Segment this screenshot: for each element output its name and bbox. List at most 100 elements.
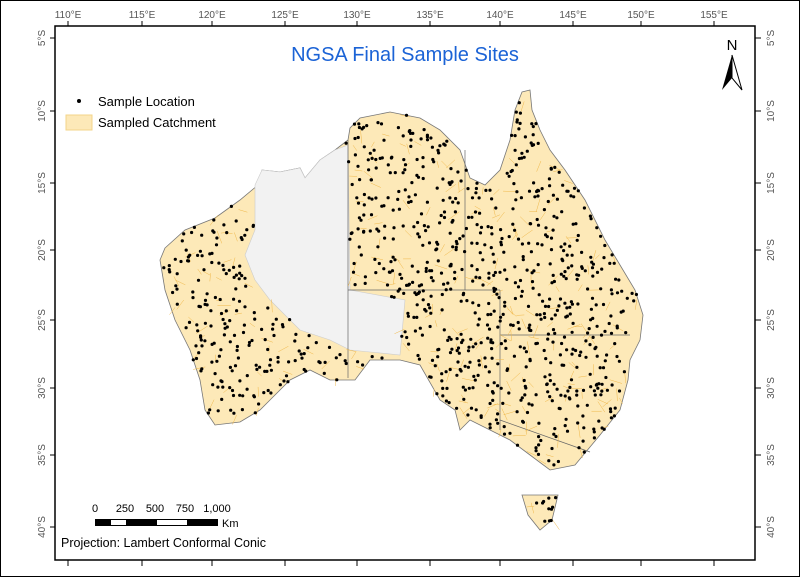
sample-location <box>497 296 501 300</box>
catchment-boundary <box>493 189 500 195</box>
sample-location <box>352 261 356 266</box>
sample-location <box>229 204 233 208</box>
sample-location <box>598 366 602 370</box>
sample-location <box>426 303 431 307</box>
sample-location <box>553 165 557 169</box>
sample-location <box>393 171 397 175</box>
catchment-boundary <box>540 212 546 220</box>
sample-location <box>162 266 166 270</box>
sample-location <box>490 347 494 351</box>
catchment-boundary <box>525 425 538 432</box>
sample-location <box>441 386 445 390</box>
lat-tick-label: 20°S <box>37 239 48 261</box>
sample-location <box>167 268 171 272</box>
sample-location <box>584 339 588 343</box>
catchment-boundary <box>459 407 468 419</box>
scale-label: 500 <box>146 503 164 515</box>
sample-location <box>581 388 586 392</box>
sample-location <box>420 333 424 337</box>
catchment-boundary <box>492 214 501 219</box>
sample-location <box>426 225 430 229</box>
sample-location <box>236 356 240 360</box>
sample-location <box>528 357 532 361</box>
sample-location <box>595 226 599 230</box>
sample-location <box>619 310 623 314</box>
sample-location <box>444 288 448 292</box>
sample-location <box>243 305 247 309</box>
sample-location <box>392 295 396 299</box>
sample-location <box>234 273 238 277</box>
sample-location <box>609 331 614 335</box>
sample-location <box>307 334 311 338</box>
catchment-boundary <box>282 370 293 375</box>
sample-location <box>441 394 445 398</box>
sample-location <box>520 151 524 155</box>
catchment-boundary <box>545 454 554 457</box>
sample-location <box>555 308 560 312</box>
sample-location <box>471 386 475 390</box>
sample-location <box>565 348 569 352</box>
sample-location <box>409 144 413 148</box>
sample-location <box>263 338 267 342</box>
sample-location <box>224 272 228 276</box>
sample-location <box>560 257 564 261</box>
catchment-boundary <box>579 447 583 459</box>
australia-landmass <box>159 89 644 531</box>
sample-location <box>416 270 420 274</box>
catchment-boundary <box>446 370 451 382</box>
sample-location <box>536 223 541 227</box>
sample-location <box>241 330 246 335</box>
sample-location <box>552 432 556 436</box>
sample-location <box>424 229 428 233</box>
catchment-boundary <box>538 459 547 465</box>
sample-location <box>513 296 518 301</box>
sample-location <box>192 225 196 229</box>
sample-location <box>552 279 557 284</box>
sample-location <box>543 519 547 523</box>
catchment-boundary <box>499 334 512 342</box>
catchment-boundary <box>587 265 590 275</box>
catchment-boundary <box>547 196 557 205</box>
sample-location <box>563 394 567 398</box>
sample-location <box>602 256 606 260</box>
sample-location <box>502 425 506 429</box>
sample-location <box>238 379 242 383</box>
map-frame <box>54 25 756 561</box>
sample-location <box>576 189 580 193</box>
sample-location <box>487 276 491 280</box>
sample-location <box>574 348 578 353</box>
sample-location <box>624 331 628 335</box>
sample-location <box>231 393 236 398</box>
sample-location <box>438 144 442 148</box>
sample-location <box>600 382 604 386</box>
state-border <box>499 419 591 453</box>
sample-location <box>488 401 492 406</box>
sample-location <box>559 272 563 276</box>
sample-location <box>591 335 595 339</box>
sample-location <box>385 283 390 287</box>
sample-location <box>255 367 259 371</box>
sample-location <box>555 197 560 201</box>
sample-location <box>542 348 546 353</box>
sample-location <box>548 373 552 377</box>
sample-location <box>590 260 594 264</box>
sample-location <box>507 235 511 239</box>
sample-location <box>444 399 448 403</box>
lon-tick-label: 130°E <box>343 10 371 21</box>
sample-location <box>575 238 579 242</box>
sample-location <box>400 276 404 280</box>
sample-location <box>576 421 580 425</box>
sample-location <box>425 135 429 139</box>
sample-location <box>286 380 290 384</box>
sample-location <box>588 214 593 218</box>
sample-location <box>515 118 519 122</box>
sample-location <box>451 200 455 204</box>
sample-location <box>599 234 603 238</box>
sample-location <box>445 386 449 390</box>
sample-location <box>367 196 371 200</box>
sample-location <box>594 303 598 307</box>
sample-location <box>461 234 465 238</box>
sample-location <box>534 122 538 126</box>
catchment-boundary <box>530 502 534 514</box>
sample-location <box>362 192 366 197</box>
